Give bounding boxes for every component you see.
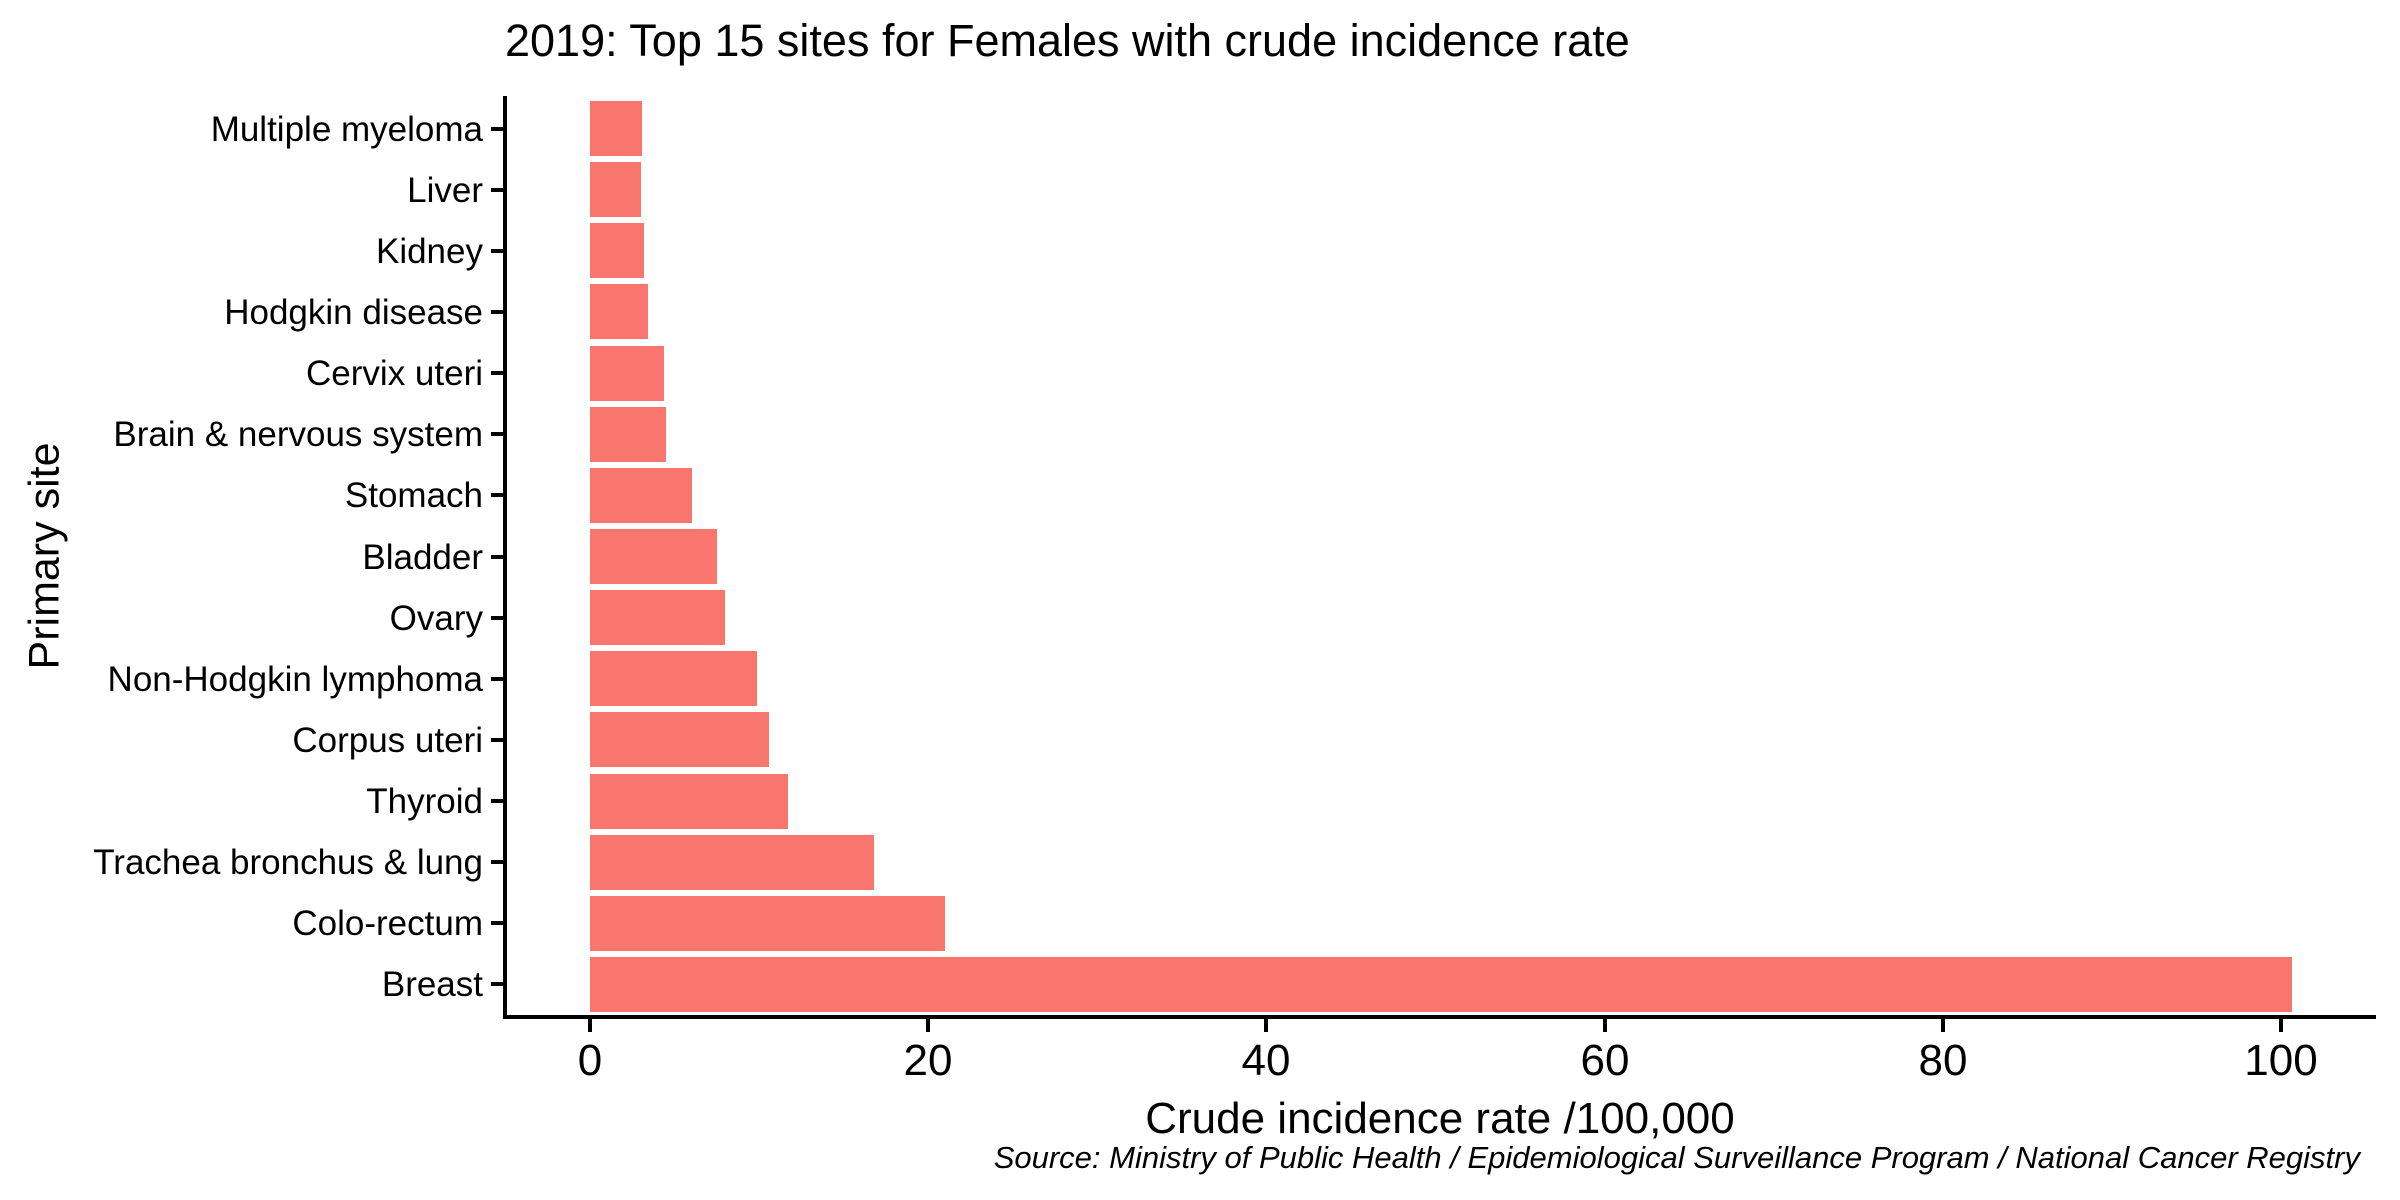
x-tick-mark [1264,1019,1268,1032]
category-label: Brain & nervous system [113,415,483,454]
y-tick-mark [491,188,503,192]
category-label: Cervix uteri [306,354,483,393]
y-tick-mark [491,738,503,742]
category-label: Breast [381,965,483,1004]
x-tick-label: 60 [1580,1036,1630,1085]
y-tick-mark [491,249,503,253]
x-tick-label: 0 [577,1036,603,1085]
category-label: Corpus uteri [292,721,483,760]
bar [589,529,717,584]
x-tick-mark [2279,1019,2283,1032]
y-tick-mark [491,493,503,497]
y-tick-mark [491,371,503,375]
bar [589,712,769,767]
y-tick-mark [491,860,503,864]
x-tick-label: 80 [1918,1036,1968,1085]
category-label: Non-Hodgkin lymphoma [107,660,483,699]
y-tick-mark [491,310,503,314]
x-axis-title: Crude incidence rate /100,000 [1145,1094,1735,1143]
bar [589,468,692,523]
y-tick-mark [491,127,503,131]
bar [589,835,874,890]
bar [589,346,664,401]
chart-title: 2019: Top 15 sites for Females with crud… [505,15,1630,66]
bar [589,223,644,278]
y-tick-mark [491,921,503,925]
bar [589,774,788,829]
x-tick-mark [588,1019,592,1032]
x-axis-line [503,1015,2376,1019]
x-tick-label: 20 [903,1036,953,1085]
x-tick-label: 40 [1241,1036,1291,1085]
bar [589,284,648,339]
y-tick-mark [491,799,503,803]
category-label: Hodgkin disease [224,293,483,332]
category-label: Ovary [389,599,483,638]
bar [589,651,757,706]
x-tick-mark [1603,1019,1607,1032]
category-label: Kidney [375,232,483,271]
bar [589,896,945,951]
bar [589,101,642,156]
y-tick-mark [491,616,503,620]
x-tick-label: 100 [2244,1036,2318,1085]
bar [589,407,666,462]
bar [589,162,641,217]
y-tick-mark [491,432,503,436]
bar [589,957,2292,1012]
y-tick-mark [491,555,503,559]
category-label: Trachea bronchus & lung [93,843,483,882]
bar [589,590,725,645]
source-note: Source: Ministry of Public Health / Epid… [993,1140,2360,1175]
y-tick-mark [491,982,503,986]
category-label: Liver [407,171,483,210]
x-tick-mark [1941,1019,1945,1032]
category-label: Multiple myeloma [210,110,483,149]
y-axis-line [503,96,507,1019]
category-label: Stomach [344,476,483,515]
category-label: Colo-rectum [292,904,483,943]
category-label: Bladder [362,538,483,577]
x-tick-mark [926,1019,930,1032]
y-tick-mark [491,677,503,681]
category-label: Thyroid [366,782,483,821]
